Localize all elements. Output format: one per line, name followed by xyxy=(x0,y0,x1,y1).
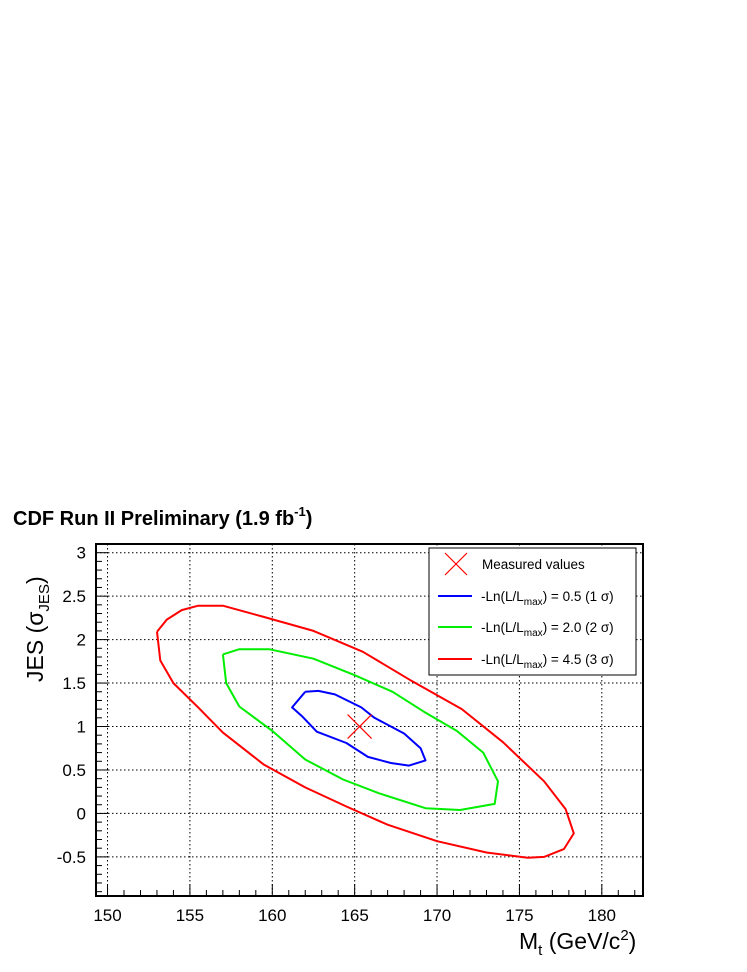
y-tick-label: 2.5 xyxy=(62,587,86,606)
legend-box xyxy=(428,547,637,676)
measured-point-marker xyxy=(347,714,373,739)
x-tick-label: 155 xyxy=(176,906,204,925)
legend-label-measured: Measured values xyxy=(482,557,585,572)
contour-1sigma xyxy=(291,689,427,767)
y-tick-label: 0.5 xyxy=(62,761,86,780)
legend-entry-measured: Measured values xyxy=(444,552,585,576)
measured-marker-layer xyxy=(347,714,373,739)
x-tick-label: 150 xyxy=(93,906,121,925)
x-axis-title: Mt (GeV/c2) xyxy=(519,927,636,959)
chart-title: CDF Run II Preliminary (1.9 fb-1) xyxy=(13,504,312,530)
x-tick-label: 165 xyxy=(340,906,368,925)
series-contours xyxy=(156,604,575,859)
y-tick-label: 1 xyxy=(77,718,86,737)
y-tick-label: 1.5 xyxy=(62,674,86,693)
legend-entry-3sigma: -Ln(L/Lmax) = 4.5 (3 σ) xyxy=(438,652,614,671)
legend-marker-x xyxy=(444,552,468,576)
legend-entry-2sigma: -Ln(L/Lmax) = 2.0 (2 σ) xyxy=(438,620,614,639)
y-tick-label: 2 xyxy=(77,631,86,650)
legend: Measured values -Ln(L/Lmax) = 0.5 (1 σ) … xyxy=(428,547,637,676)
legend-label-1sigma: -Ln(L/Lmax) = 0.5 (1 σ) xyxy=(481,589,614,608)
legend-entry-1sigma: -Ln(L/Lmax) = 0.5 (1 σ) xyxy=(438,589,614,608)
x-tick-label: 175 xyxy=(505,906,533,925)
y-tick-label: 3 xyxy=(77,544,86,563)
y-tick-label: -0.5 xyxy=(57,848,86,867)
x-tick-label: 180 xyxy=(588,906,616,925)
legend-label-3sigma: -Ln(L/Lmax) = 4.5 (3 σ) xyxy=(481,652,614,671)
axis-ticks: 150 155 160 165 170 175 180 -0.5 0 0.5 1 1.5 2 2.5 3 xyxy=(57,543,636,925)
contour-3sigma xyxy=(156,604,575,859)
grid xyxy=(96,544,643,896)
x-tick-label: 160 xyxy=(258,906,286,925)
contour-2sigma xyxy=(221,648,499,811)
y-axis-title: JES (σJES) xyxy=(22,576,53,682)
y-tick-label: 0 xyxy=(77,804,86,823)
x-tick-label: 170 xyxy=(423,906,451,925)
legend-label-2sigma: -Ln(L/Lmax) = 2.0 (2 σ) xyxy=(481,620,614,639)
